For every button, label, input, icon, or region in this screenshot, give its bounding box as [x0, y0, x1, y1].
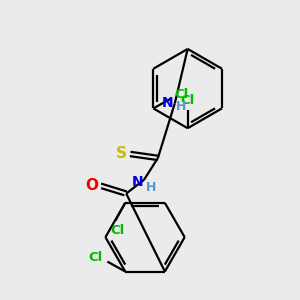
Text: Cl: Cl — [88, 251, 103, 264]
Text: O: O — [85, 178, 98, 193]
Text: H: H — [146, 181, 156, 194]
Text: N: N — [162, 96, 174, 110]
Text: H: H — [176, 100, 186, 113]
Text: Cl: Cl — [110, 224, 124, 237]
Text: S: S — [116, 146, 127, 161]
Text: Cl: Cl — [181, 94, 195, 107]
Text: Cl: Cl — [174, 88, 188, 101]
Text: N: N — [131, 175, 143, 189]
